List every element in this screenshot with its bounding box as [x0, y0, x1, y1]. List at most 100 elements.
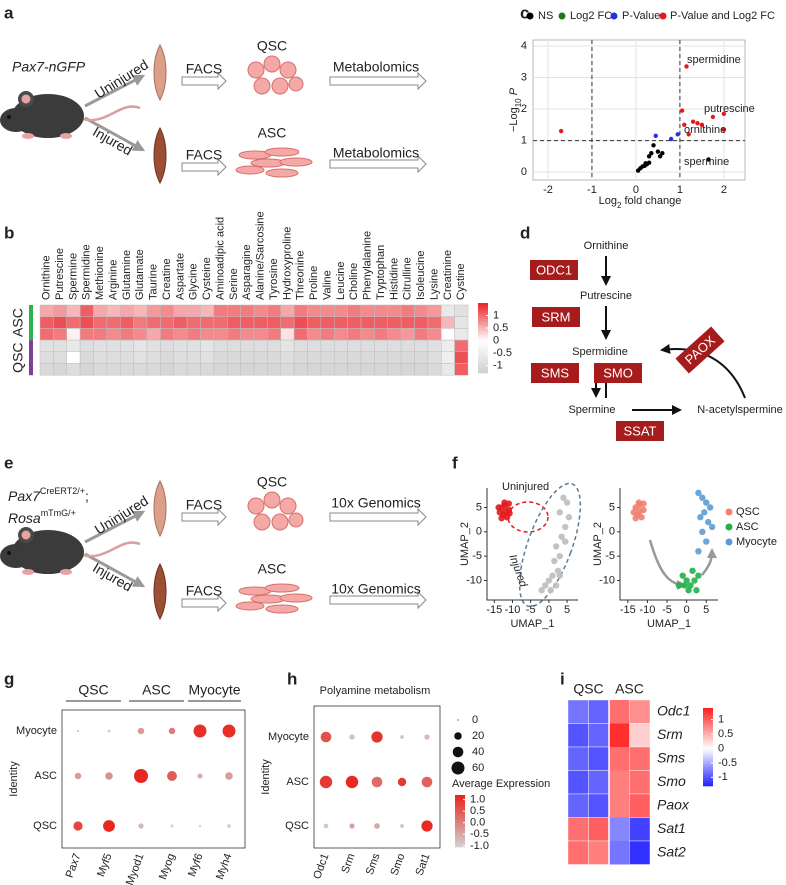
- legend-swatch: [725, 538, 733, 546]
- chart-title: Polyamine metabolism: [320, 685, 431, 697]
- y-tick-label: 0: [476, 526, 482, 538]
- colorbar-strip: [478, 345, 488, 348]
- colorbar-strip: [703, 754, 713, 758]
- method-label: FACS: [186, 497, 223, 513]
- heat-cell: [66, 304, 81, 317]
- colorbar-strip: [478, 341, 488, 344]
- cell-label: QSC: [257, 474, 287, 490]
- heat-cell: [240, 363, 255, 376]
- point: [562, 538, 569, 545]
- heat-cell: [53, 304, 67, 317]
- row-label: Smo: [657, 773, 686, 789]
- colorbar-strip: [703, 711, 713, 715]
- heat-cell: [173, 328, 188, 341]
- colorbar-strip: [455, 827, 465, 830]
- heat-cell: [213, 351, 228, 364]
- y-tick-label: Myocyte: [16, 725, 57, 737]
- heat-cell: [374, 351, 388, 364]
- heat-cell: [347, 339, 362, 353]
- y-axis-title-part: −Log: [508, 107, 520, 132]
- heat-cell: [400, 363, 415, 376]
- y-tick-label: Myocyte: [268, 731, 309, 743]
- heat-cell: [173, 339, 188, 353]
- heat-cell: [629, 746, 651, 771]
- column-label: Histidine: [388, 258, 400, 300]
- dot: [371, 731, 383, 743]
- heat-cell: [267, 328, 281, 341]
- point: [565, 514, 573, 521]
- point: [721, 111, 727, 116]
- row-label: Sms: [657, 749, 685, 765]
- x-tick-label: Smo: [389, 852, 408, 877]
- enzyme: SMO: [594, 363, 642, 383]
- colorbar-strip: [478, 310, 488, 313]
- heat-cell: [567, 840, 589, 865]
- point: [556, 552, 563, 560]
- colorbar-strip: [455, 815, 465, 818]
- colorbar-strip: [703, 756, 713, 759]
- plot-area: [313, 705, 441, 849]
- legend-label: Myocyte: [736, 536, 777, 548]
- y-tick-label: 5: [476, 501, 482, 513]
- y-tick-label: ASC: [34, 770, 57, 782]
- heat-cell: [293, 351, 308, 364]
- heat-cell: [106, 304, 121, 317]
- umap-annotations: [507, 482, 717, 608]
- heat-cell: [387, 304, 402, 317]
- heat-cell: [106, 339, 121, 353]
- colorbar-strip: [455, 808, 465, 811]
- row-label: Sat2: [657, 843, 686, 859]
- y-tick-label: QSC: [33, 820, 57, 832]
- size-legend-label: 60: [472, 762, 484, 774]
- heat-cell: [53, 328, 67, 341]
- colorbar-strip: [478, 308, 488, 311]
- heat-cell: [120, 328, 134, 341]
- x-axis-title: UMAP_1: [647, 618, 691, 630]
- colorbar-strip: [478, 325, 488, 328]
- heat-cell: [360, 304, 375, 317]
- panel-letter: b: [4, 223, 14, 242]
- dot: [374, 823, 380, 829]
- heat-cell: [200, 351, 215, 364]
- x-tick-label: -5: [526, 604, 536, 616]
- heat-cell: [334, 363, 348, 376]
- annotation: spermine: [684, 156, 729, 168]
- colorbar-strip: [703, 776, 713, 779]
- column-label: Cysteine: [201, 257, 213, 300]
- heat-cell: [186, 304, 201, 317]
- cell-label: ASC: [258, 561, 287, 577]
- colorbar-strip: [455, 819, 465, 822]
- colorbar-title: Average Expression: [452, 778, 550, 790]
- point: [690, 119, 696, 124]
- point: [538, 587, 545, 594]
- colorbar-strip: [703, 713, 713, 717]
- heat-cell: [588, 817, 610, 842]
- point: [721, 127, 727, 132]
- heat-cell: [186, 363, 201, 376]
- column-label: Spermidine: [81, 244, 93, 300]
- x-axis-title: Log2 fold change: [599, 195, 682, 210]
- group-header: ASC: [142, 682, 171, 698]
- heat-cell: [120, 351, 134, 364]
- colorbar-strip: [455, 814, 465, 817]
- panel-letter: f: [452, 453, 458, 472]
- colorbar-strip: [478, 355, 488, 358]
- heat-cell: [360, 351, 375, 364]
- heat-cell: [160, 351, 174, 364]
- assay-label: Metabolomics: [333, 145, 419, 161]
- point: [636, 508, 643, 515]
- colorbar-strip: [703, 752, 713, 756]
- heat-cell: [414, 316, 429, 329]
- heat-cell: [200, 339, 215, 353]
- heat-cell: [93, 316, 108, 329]
- colorbar-strip: [478, 306, 488, 309]
- heat-cell: [320, 351, 335, 364]
- panel-letter: g: [4, 669, 14, 688]
- column-label: Phenylalanine: [362, 231, 374, 300]
- heat-cell: [427, 351, 442, 364]
- column-label: Threonine: [295, 250, 307, 300]
- y-axis-title: UMAP_2: [592, 522, 604, 566]
- heat-cell: [629, 793, 651, 818]
- group-bar: [29, 305, 33, 341]
- heat-cell: [454, 304, 469, 317]
